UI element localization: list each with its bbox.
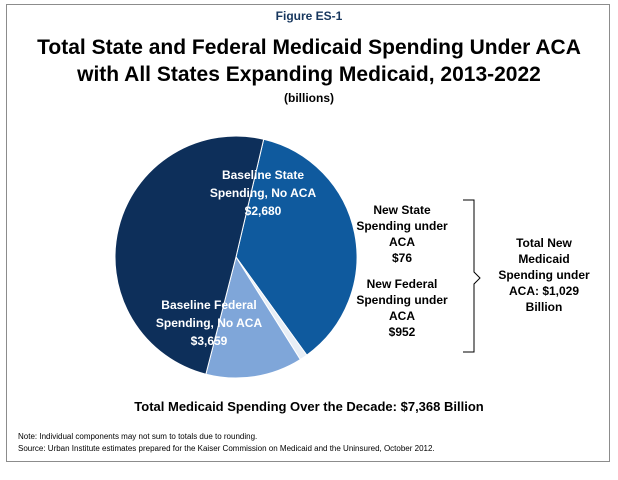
bracket-line — [463, 199, 481, 353]
bracket-label-line: Spending under — [498, 268, 590, 282]
slice-label-line: Baseline Federal — [161, 298, 257, 312]
chart-title-line1: Total State and Federal Medicaid Spendin… — [37, 36, 581, 59]
bracket-label-line: Total New — [516, 236, 572, 250]
slice-label-baseline-federal: Baseline Federal Spending, No ACA $3,659 — [144, 296, 274, 350]
slice-label-line: Spending, No ACA — [155, 316, 263, 330]
pie-slice-baseline-state — [235, 138, 358, 356]
chart-subtitle: (billions) — [284, 91, 334, 105]
chart-title-line2: with All States Expanding Medicaid, 2013… — [77, 63, 541, 86]
bracket-label-line: Medicaid — [518, 252, 570, 266]
slice-label-value: $2,680 — [244, 204, 282, 218]
bracket-label-line: ACA: $1,029 — [508, 284, 580, 298]
bracket-label-line: Billion — [525, 300, 563, 314]
pie-slice-new-federal — [205, 255, 301, 379]
slice-label-line: Spending, No ACA — [209, 186, 317, 200]
chart-frame — [6, 4, 610, 462]
slice-label-new-state: New State Spending under ACA $76 — [352, 202, 452, 266]
slice-label-line: Spending under — [356, 219, 448, 233]
slice-label-line: Baseline State — [221, 168, 305, 182]
source-note: Source: Urban Institute estimates prepar… — [18, 444, 435, 453]
slice-label-new-federal: New Federal Spending under ACA $952 — [352, 276, 452, 340]
slice-label-value: $952 — [388, 325, 416, 339]
slice-label-value: $3,659 — [190, 334, 228, 348]
slice-label-line: ACA — [389, 235, 415, 249]
bracket-label: Total New Medicaid Spending under ACA: $… — [489, 235, 599, 315]
total-spending-label: Total Medicaid Spending Over the Decade:… — [134, 399, 484, 414]
slice-label-line: New Federal — [366, 277, 438, 291]
pie-slice-baseline-federal — [114, 135, 265, 375]
slice-label-line: ACA — [389, 309, 415, 323]
figure-label: Figure ES-1 — [275, 9, 343, 23]
footnote: Note: Individual components may not sum … — [18, 432, 258, 441]
slice-label-line: Spending under — [356, 293, 448, 307]
slice-label-value: $76 — [391, 251, 413, 265]
slice-label-line: New State — [373, 203, 431, 217]
slice-label-baseline-state: Baseline State Spending, No ACA $2,680 — [203, 166, 323, 220]
